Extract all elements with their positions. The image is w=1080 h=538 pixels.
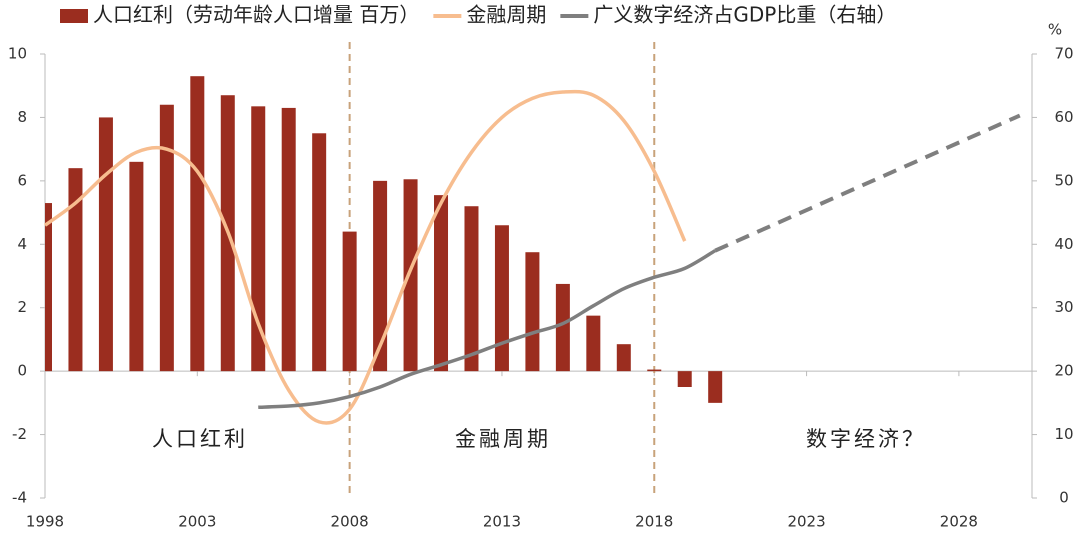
y-tick-label: 8	[17, 108, 27, 126]
annotation: 数字经济？	[806, 427, 926, 451]
bar	[708, 371, 723, 403]
bar	[98, 117, 113, 372]
y2-axis-label: %	[1048, 21, 1062, 39]
x-tick-label: 2013	[483, 513, 521, 531]
x-tick-label: 1998	[26, 513, 64, 531]
y-tick-label: 0	[17, 362, 27, 380]
y-tick-label: -2	[12, 425, 27, 443]
bar	[312, 133, 327, 372]
y2-tick-label: 50	[1054, 171, 1073, 189]
y2-tick-label: 40	[1054, 235, 1073, 253]
bar	[434, 195, 449, 372]
legend-label: 广义数字经济占GDP比重（右轴）	[593, 3, 896, 27]
annotation: 金融周期	[455, 427, 551, 451]
y-tick-label: 2	[17, 298, 27, 316]
x-tick-label: 2023	[787, 513, 825, 531]
bar	[555, 283, 570, 372]
y2-tick-label: 0	[1059, 489, 1069, 507]
bar	[647, 369, 662, 372]
bar	[251, 106, 266, 372]
forecast-line	[714, 113, 1021, 253]
y-tick-label: -4	[12, 489, 27, 507]
bar	[68, 168, 83, 372]
y-tick-label: 10	[8, 45, 27, 63]
bar	[403, 179, 418, 372]
x-tick-label: 2008	[331, 513, 369, 531]
bar	[129, 161, 144, 372]
bar	[45, 203, 52, 372]
y2-tick-label: 10	[1054, 425, 1073, 443]
x-tick-label: 2028	[940, 513, 978, 531]
y2-tick-label: 20	[1054, 362, 1073, 380]
y-tick-label: 4	[17, 235, 27, 253]
bar	[342, 231, 357, 372]
y2-tick-label: 70	[1054, 45, 1073, 63]
bar	[190, 76, 205, 372]
bar	[464, 206, 479, 372]
bar	[677, 371, 692, 387]
bar	[281, 107, 296, 372]
y2-tick-label: 30	[1054, 298, 1073, 316]
bar	[616, 344, 631, 372]
x-tick-label: 2003	[178, 513, 216, 531]
legend-swatch	[60, 9, 88, 23]
series-line	[43, 89, 687, 425]
bar	[494, 225, 509, 372]
legend-label: 金融周期	[466, 3, 546, 27]
bar	[373, 180, 388, 372]
y2-tick-label: 60	[1054, 108, 1073, 126]
annotation: 人口红利	[152, 427, 248, 451]
bar	[159, 104, 174, 372]
bar	[525, 252, 540, 372]
bar	[586, 315, 601, 372]
legend-label: 人口红利（劳动年龄人口增量 百万）	[93, 3, 419, 27]
y-tick-label: 6	[17, 171, 27, 189]
series-line	[258, 249, 717, 410]
x-tick-label: 2018	[635, 513, 673, 531]
